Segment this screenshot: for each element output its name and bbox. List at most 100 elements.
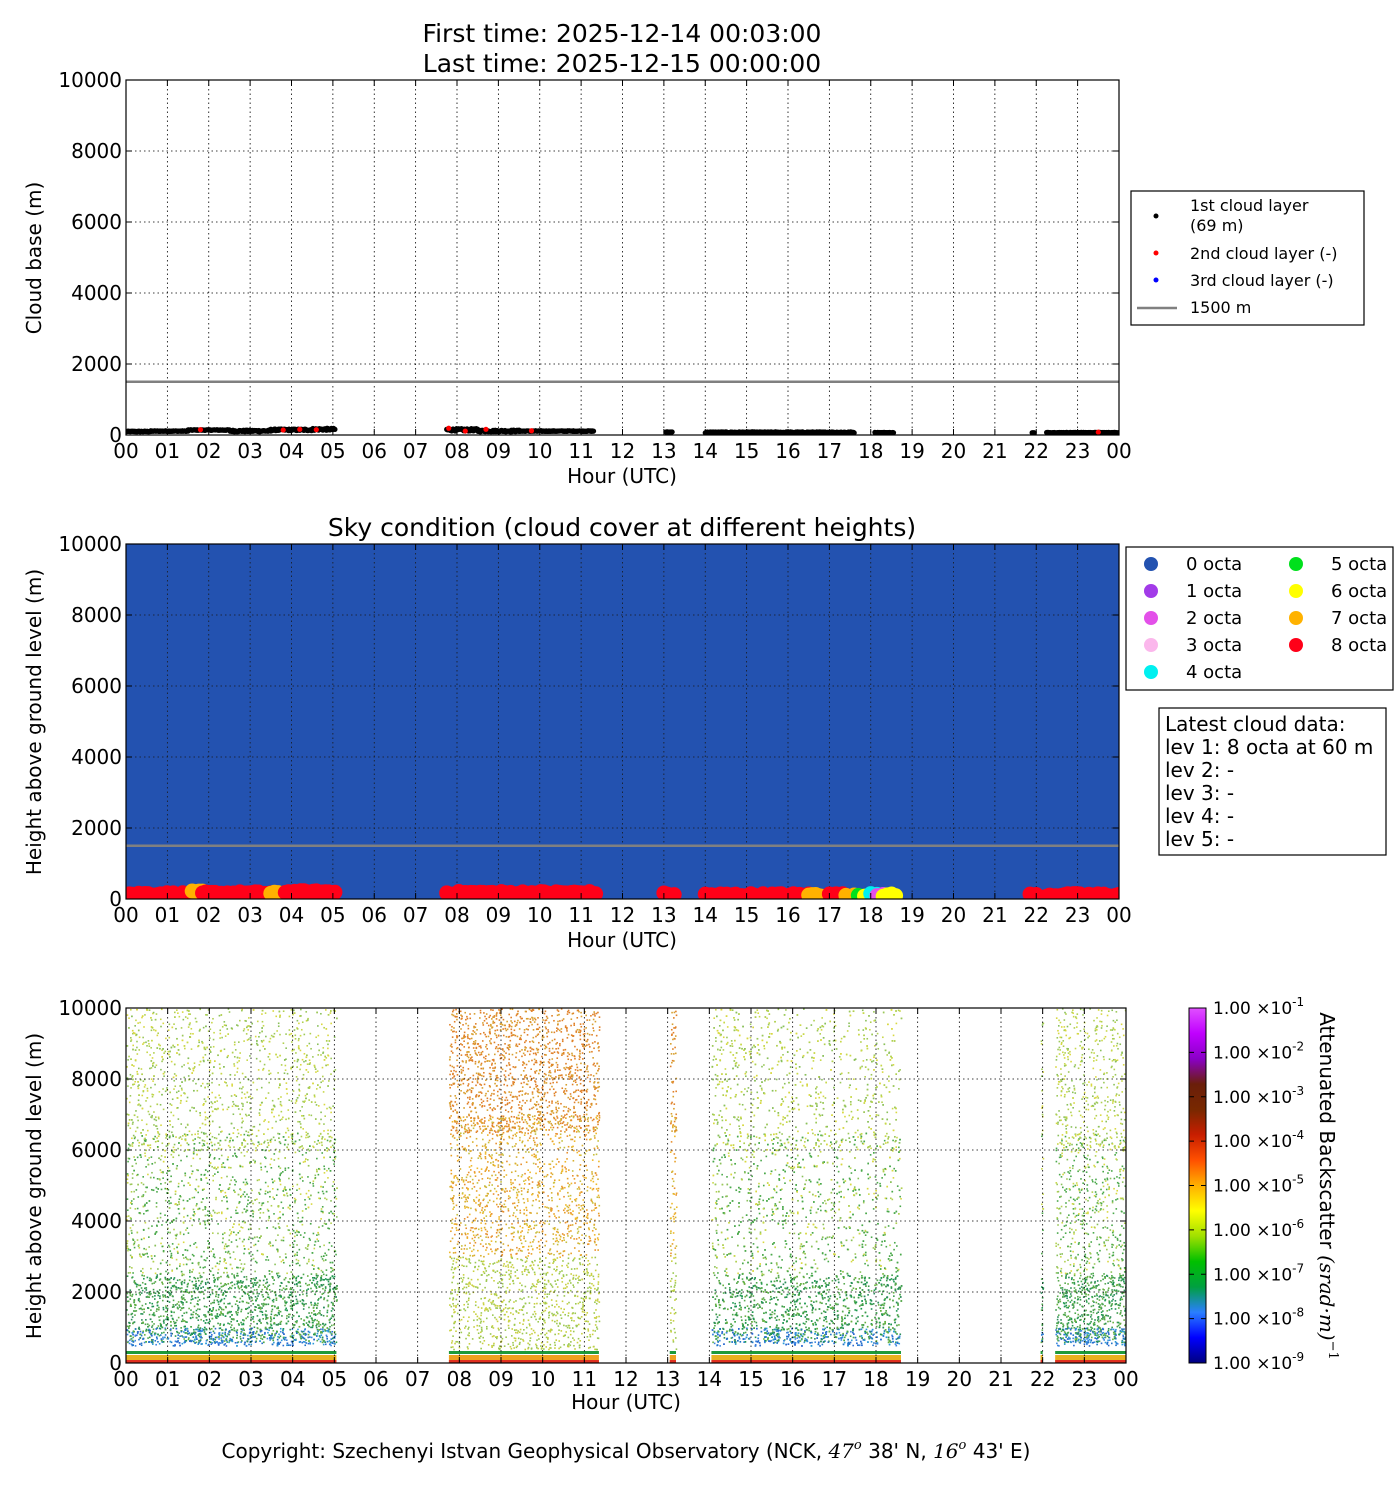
backscatter-sample [138, 1338, 140, 1341]
backscatter-sample [261, 1342, 263, 1345]
backscatter-sample [155, 1336, 158, 1339]
backscatter-sample [138, 1253, 141, 1256]
backscatter-sample [183, 1331, 185, 1333]
backscatter-sample [265, 1035, 267, 1038]
backscatter-sample [248, 1017, 250, 1019]
backscatter-sample [227, 1144, 230, 1147]
backscatter-sample [195, 1341, 198, 1344]
backscatter-sample [173, 1143, 176, 1146]
x-tick-label: 02 [196, 439, 221, 463]
backscatter-sample [241, 1117, 243, 1120]
backscatter-sample [296, 1244, 298, 1246]
backscatter-sample [300, 1135, 303, 1138]
backscatter-sample [246, 1026, 248, 1029]
backscatter-sample [211, 1334, 213, 1336]
backscatter-sample [272, 1196, 274, 1199]
backscatter-sample [294, 1201, 296, 1204]
backscatter-sample [294, 1037, 297, 1040]
backscatter-sample [127, 1059, 129, 1061]
backscatter-sample [130, 1039, 133, 1041]
backscatter-sample [228, 1323, 231, 1325]
backscatter-sample [167, 1296, 170, 1299]
backscatter-sample [249, 1055, 251, 1057]
backscatter-sample [157, 1132, 160, 1134]
backscatter-sample [238, 1087, 241, 1090]
backscatter-sample [164, 1327, 167, 1330]
backscatter-sample [252, 1215, 254, 1218]
backscatter-sample [146, 1045, 148, 1047]
backscatter-sample [182, 1336, 184, 1338]
backscatter-sample [145, 1319, 147, 1321]
backscatter-sample [316, 1304, 319, 1307]
backscatter-sample [274, 1263, 276, 1266]
backscatter-sample [271, 1188, 274, 1190]
backscatter-sample [301, 1223, 304, 1226]
backscatter-sample [233, 1063, 235, 1065]
backscatter-sample [332, 1308, 334, 1310]
backscatter-sample [211, 1091, 213, 1094]
backscatter-sample [270, 1313, 273, 1316]
backscatter-sample [299, 1282, 302, 1284]
backscatter-sample [134, 1314, 136, 1316]
backscatter-sample [210, 1218, 213, 1220]
backscatter-sample [211, 1135, 214, 1138]
backscatter-sample [278, 1177, 281, 1180]
backscatter-sample [180, 1320, 183, 1323]
backscatter-sample [288, 1029, 291, 1031]
backscatter-sample [316, 1282, 318, 1285]
backscatter-sample [303, 1052, 306, 1055]
backscatter-sample [302, 1115, 305, 1117]
backscatter-sample [212, 1339, 215, 1342]
x-tick-label: 22 [1024, 903, 1049, 927]
backscatter-sample [129, 1073, 132, 1076]
backscatter-sample [207, 1219, 209, 1221]
backscatter-sample [151, 1302, 154, 1305]
backscatter-sample [252, 1257, 255, 1260]
backscatter-sample [198, 1284, 201, 1287]
backscatter-sample [160, 1155, 163, 1157]
backscatter-sample [323, 1103, 326, 1106]
backscatter-sample [273, 1213, 275, 1215]
backscatter-sample [296, 1330, 299, 1333]
backscatter-sample [241, 1072, 244, 1075]
backscatter-sample [195, 1082, 197, 1085]
backscatter-sample [174, 1322, 176, 1324]
backscatter-sample [236, 1266, 238, 1269]
y-tick-label: 4000 [71, 745, 122, 769]
sky-condition-marks [126, 883, 1119, 899]
backscatter-sample [189, 1176, 191, 1179]
backscatter-sample [295, 1302, 297, 1305]
backscatter-sample [242, 1280, 244, 1283]
backscatter-sample [127, 1249, 129, 1252]
backscatter-sample [275, 1332, 277, 1335]
backscatter-sample [266, 1317, 268, 1320]
backscatter-sample [158, 1342, 161, 1345]
backscatter-sample [279, 1174, 281, 1177]
y-tick-label: 10000 [58, 68, 122, 92]
backscatter-sample [206, 1149, 208, 1151]
backscatter-sample [308, 1042, 311, 1045]
backscatter-sample [172, 1344, 175, 1347]
backscatter-sample [298, 1022, 300, 1025]
backscatter-sample [282, 1171, 284, 1173]
backscatter-sample [230, 1166, 232, 1169]
backscatter-sample [148, 1279, 151, 1282]
backscatter-sample [133, 1083, 136, 1086]
backscatter-sample [228, 1141, 231, 1143]
backscatter-sample [138, 1036, 141, 1039]
backscatter-sample [127, 1124, 130, 1127]
backscatter-sample [298, 1333, 301, 1335]
sky-condition-marker [327, 884, 343, 899]
backscatter-sample [299, 1289, 302, 1291]
backscatter-sample [278, 1086, 280, 1089]
backscatter-sample [169, 1281, 172, 1284]
backscatter-sample [240, 1341, 242, 1343]
backscatter-sample [279, 1016, 281, 1018]
backscatter-sample [136, 1156, 139, 1159]
backscatter-sample [304, 1198, 306, 1201]
backscatter-sample [132, 1142, 134, 1144]
backscatter-sample [186, 1227, 189, 1229]
backscatter-sample [323, 1123, 325, 1125]
backscatter-sample [126, 1341, 129, 1344]
backscatter-sample [182, 1241, 185, 1244]
